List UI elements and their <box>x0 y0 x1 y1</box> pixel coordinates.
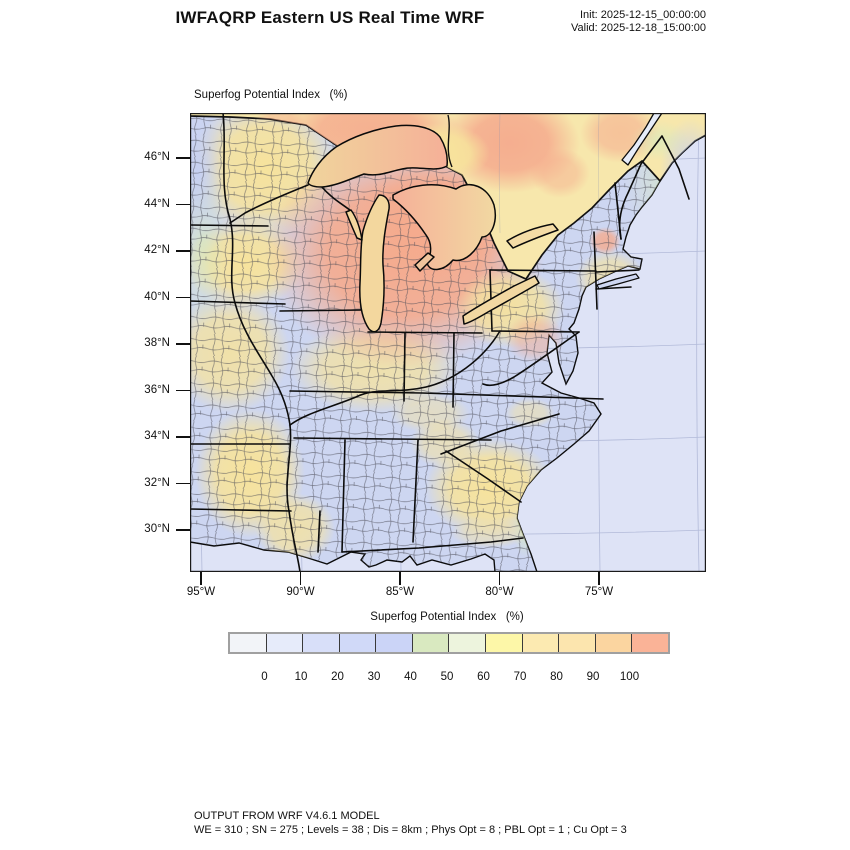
colorbar-tick-label: 0 <box>261 671 268 683</box>
colorbar-tick-label: 20 <box>331 671 344 683</box>
lat-tick-mark <box>176 389 190 392</box>
lon-tick-mark <box>299 572 302 585</box>
lat-tick-label: 40°N <box>144 290 170 303</box>
colorbar-cell <box>338 634 376 652</box>
lake-huron <box>392 184 496 271</box>
lake-ontario <box>506 223 559 249</box>
state-boundaries <box>189 112 690 573</box>
colorbar-cell <box>558 634 595 652</box>
colorbar-cell <box>448 634 486 652</box>
lon-tick-label: 75°W <box>584 586 614 598</box>
run-times: Init: 2025-12-15_00:00:00 Valid: 2025-12… <box>571 9 706 35</box>
colorbar-cell <box>521 634 559 652</box>
lon-tick-label: 85°W <box>385 586 415 598</box>
colorbar-tick-label: 30 <box>367 671 381 683</box>
init-time: Init: 2025-12-15_00:00:00 <box>580 9 706 21</box>
colorbar-title: Superfog Potential Index (%) <box>370 611 524 623</box>
lat-tick-mark <box>176 529 190 531</box>
lat-tick-mark <box>176 482 190 485</box>
lat-tick-label: 38°N <box>144 337 170 349</box>
map-plot-area <box>189 112 707 573</box>
lat-tick-label: 46°N <box>144 151 170 163</box>
lat-tick-label: 34°N <box>144 430 170 442</box>
colorbar-tick-label: 80 <box>550 671 563 683</box>
green-bay <box>345 209 363 241</box>
field-label: Superfog Potential Index (%) <box>194 89 348 101</box>
lon-tick-mark <box>598 572 600 585</box>
colorbar-tick-label: 90 <box>586 671 600 683</box>
lon-tick-label: 95°W <box>186 586 216 598</box>
saginaw-bay <box>414 252 435 272</box>
model-info-line1: OUTPUT FROM WRF V4.6.1 MODEL <box>194 810 380 822</box>
lat-tick-label: 30°N <box>144 523 170 535</box>
page-title: IWFAQRP Eastern US Real Time WRF <box>175 8 485 27</box>
lat-tick-mark <box>176 296 190 299</box>
lat-tick-label: 42°N <box>144 244 170 256</box>
lat-tick-label: 44°N <box>144 197 170 210</box>
lon-tick-mark <box>200 572 202 585</box>
map-frame <box>190 113 706 572</box>
lat-tick-mark <box>176 203 190 206</box>
lon-tick-label: 90°W <box>286 586 315 598</box>
colorbar-cell <box>411 634 449 652</box>
colorbar-cell <box>375 634 412 652</box>
valid-time: Valid: 2025-12-18_15:00:00 <box>571 22 706 34</box>
lake-michigan <box>359 194 390 333</box>
colorbar-tick-label: 100 <box>619 671 640 683</box>
lat-tick-mark <box>176 343 190 345</box>
lon-tick-mark <box>399 572 401 585</box>
lat-tick-mark <box>176 157 190 159</box>
colorbar-tick-label: 10 <box>294 671 308 683</box>
colorbar-cell <box>485 634 522 652</box>
colorbar-cell <box>631 634 668 652</box>
colorbar-cell <box>594 634 632 652</box>
colorbar-cell <box>302 634 339 652</box>
lat-tick-mark <box>176 436 190 438</box>
model-info: OUTPUT FROM WRF V4.6.1 MODEL WE = 310 ; … <box>194 809 627 837</box>
colorbar-tick-label: 40 <box>404 671 417 683</box>
colorbar-tick-label: 70 <box>513 671 527 683</box>
lon-tick-mark <box>498 572 501 585</box>
colorbar-tick-label: 60 <box>477 671 490 683</box>
colorbar-tick-label: 50 <box>440 671 454 683</box>
lake-superior <box>307 124 448 188</box>
superfog-map <box>189 112 707 573</box>
long-island <box>596 273 640 290</box>
lake-erie <box>462 275 540 325</box>
model-info-line2: WE = 310 ; SN = 275 ; Levels = 38 ; Dis … <box>194 824 627 836</box>
lon-tick-label: 80°W <box>485 586 514 598</box>
lat-tick-mark <box>176 250 190 252</box>
ottawa-river <box>447 114 453 168</box>
colorbar <box>228 632 670 654</box>
colorbar-cell <box>265 634 303 652</box>
great-lakes <box>307 112 663 333</box>
colorbar-cell <box>230 634 266 652</box>
lat-tick-label: 36°N <box>144 383 170 396</box>
lat-tick-label: 32°N <box>144 476 170 489</box>
